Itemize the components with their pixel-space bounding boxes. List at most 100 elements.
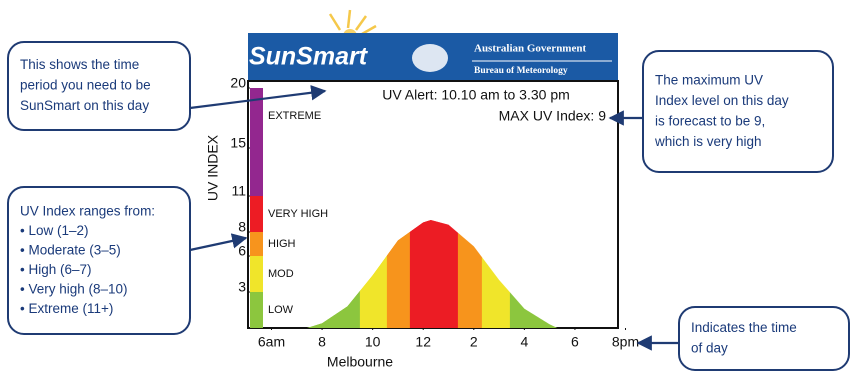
logo-box xyxy=(248,33,370,81)
callout-text: The maximum UV xyxy=(655,72,763,87)
uv-stripe xyxy=(454,220,457,328)
uv-stripe xyxy=(426,220,429,328)
uv-stripe xyxy=(438,220,441,328)
uv-stripe xyxy=(402,220,405,328)
uv-stripe xyxy=(390,220,393,328)
uv-stripe xyxy=(381,220,384,328)
uv-stripe xyxy=(450,220,453,328)
uv-stripe xyxy=(408,220,411,328)
uv-stripe xyxy=(418,220,421,328)
uv-alert: UV Alert: 10.10 am to 3.30 pm xyxy=(382,87,570,103)
uv-stripe xyxy=(489,220,492,328)
uv-stripe xyxy=(452,220,455,328)
callout-text: This shows the time xyxy=(20,57,139,72)
header-line1: Australian Government xyxy=(474,43,586,55)
uv-stripe xyxy=(490,220,493,328)
uv-stripe xyxy=(396,220,399,328)
band-label: EXTREME xyxy=(268,110,321,122)
uv-stripe xyxy=(425,220,428,328)
uv-stripe xyxy=(456,220,459,328)
uv-stripe xyxy=(484,220,487,328)
callout-box xyxy=(7,41,191,131)
uv-stripe xyxy=(421,220,424,328)
callout-text: Indicates the time xyxy=(691,320,797,335)
callout-box xyxy=(642,50,834,173)
callout-text: • Moderate (3–5) xyxy=(20,242,121,257)
uv-stripe xyxy=(401,220,404,328)
uv-stripe xyxy=(377,220,380,328)
callout-text: UV Index ranges from: xyxy=(20,203,155,218)
uv-stripe xyxy=(397,220,400,328)
uv-stripe xyxy=(376,220,379,328)
band-label: VERY HIGH xyxy=(268,208,328,220)
uv-stripe xyxy=(406,220,409,328)
arrow xyxy=(189,233,248,252)
uv-stripe xyxy=(433,220,436,328)
y-tick-label: 15 xyxy=(230,135,246,151)
uv-stripe xyxy=(429,220,432,328)
uv-stripe xyxy=(451,220,454,328)
x-tick-label: 4 xyxy=(520,334,528,350)
uv-stripe xyxy=(393,220,396,328)
uv-stripe xyxy=(415,220,418,328)
uv-stripe xyxy=(441,220,444,328)
callout-text: which is very high xyxy=(654,134,762,149)
uv-stripe xyxy=(465,220,468,328)
callout-text: is forecast to be 9, xyxy=(655,113,765,128)
uv-stripe xyxy=(430,220,433,328)
uv-stripe xyxy=(395,220,398,328)
uv-stripe xyxy=(439,220,442,328)
uv-stripe xyxy=(383,220,386,328)
uv-stripe xyxy=(443,220,446,328)
uv-stripe xyxy=(387,220,390,328)
logo: SunSmart xyxy=(249,43,369,71)
uv-stripe xyxy=(382,220,385,328)
uv-stripe xyxy=(388,220,391,328)
uv-stripe xyxy=(475,220,478,328)
uv-stripe xyxy=(466,220,469,328)
uv-stripe xyxy=(457,220,460,328)
uv-stripe xyxy=(407,220,410,328)
y-axis-label: UV INDEX xyxy=(205,134,221,201)
uv-stripe xyxy=(453,220,456,328)
uv-stripe xyxy=(373,220,376,328)
uv-stripe xyxy=(409,220,412,328)
uv-stripe xyxy=(420,220,423,328)
uv-stripe xyxy=(471,220,474,328)
x-axis-label: Melbourne xyxy=(327,354,393,370)
uv-stripe xyxy=(379,220,382,328)
max-uv: MAX UV Index: 9 xyxy=(499,108,607,124)
uv-stripe xyxy=(464,220,467,328)
uv-stripe xyxy=(431,220,434,328)
uv-stripe xyxy=(478,220,481,328)
uv-stripe xyxy=(455,220,458,328)
uv-stripe xyxy=(461,220,464,328)
callout-text: of day xyxy=(691,340,728,355)
uv-stripe xyxy=(486,220,489,328)
callout-text: • High (6–7) xyxy=(20,262,92,277)
uv-stripe xyxy=(432,220,435,328)
uv-stripe xyxy=(448,220,451,328)
band-label: HIGH xyxy=(268,238,296,250)
callout-text: • Low (1–2) xyxy=(20,223,89,238)
uv-stripe xyxy=(389,220,392,328)
uv-stripe xyxy=(440,220,443,328)
y-tick-label: 11 xyxy=(231,183,246,199)
callout-text: • Very high (8–10) xyxy=(20,281,128,296)
uv-stripe xyxy=(413,220,416,328)
uv-stripe xyxy=(469,220,472,328)
x-tick-label: 8pm xyxy=(612,334,639,350)
band-label: MOD xyxy=(268,268,294,280)
uv-stripe xyxy=(436,220,439,328)
uv-stripe xyxy=(414,220,417,328)
uv-stripe xyxy=(374,220,377,328)
uv-stripe xyxy=(422,220,425,328)
uv-stripe xyxy=(488,220,491,328)
uv-stripe xyxy=(480,220,483,328)
band-label: LOW xyxy=(268,304,294,316)
uv-stripe xyxy=(380,220,383,328)
uv-stripe xyxy=(449,220,452,328)
uv-stripe xyxy=(416,220,419,328)
uv-stripe xyxy=(419,220,422,328)
callout-box xyxy=(678,306,850,371)
